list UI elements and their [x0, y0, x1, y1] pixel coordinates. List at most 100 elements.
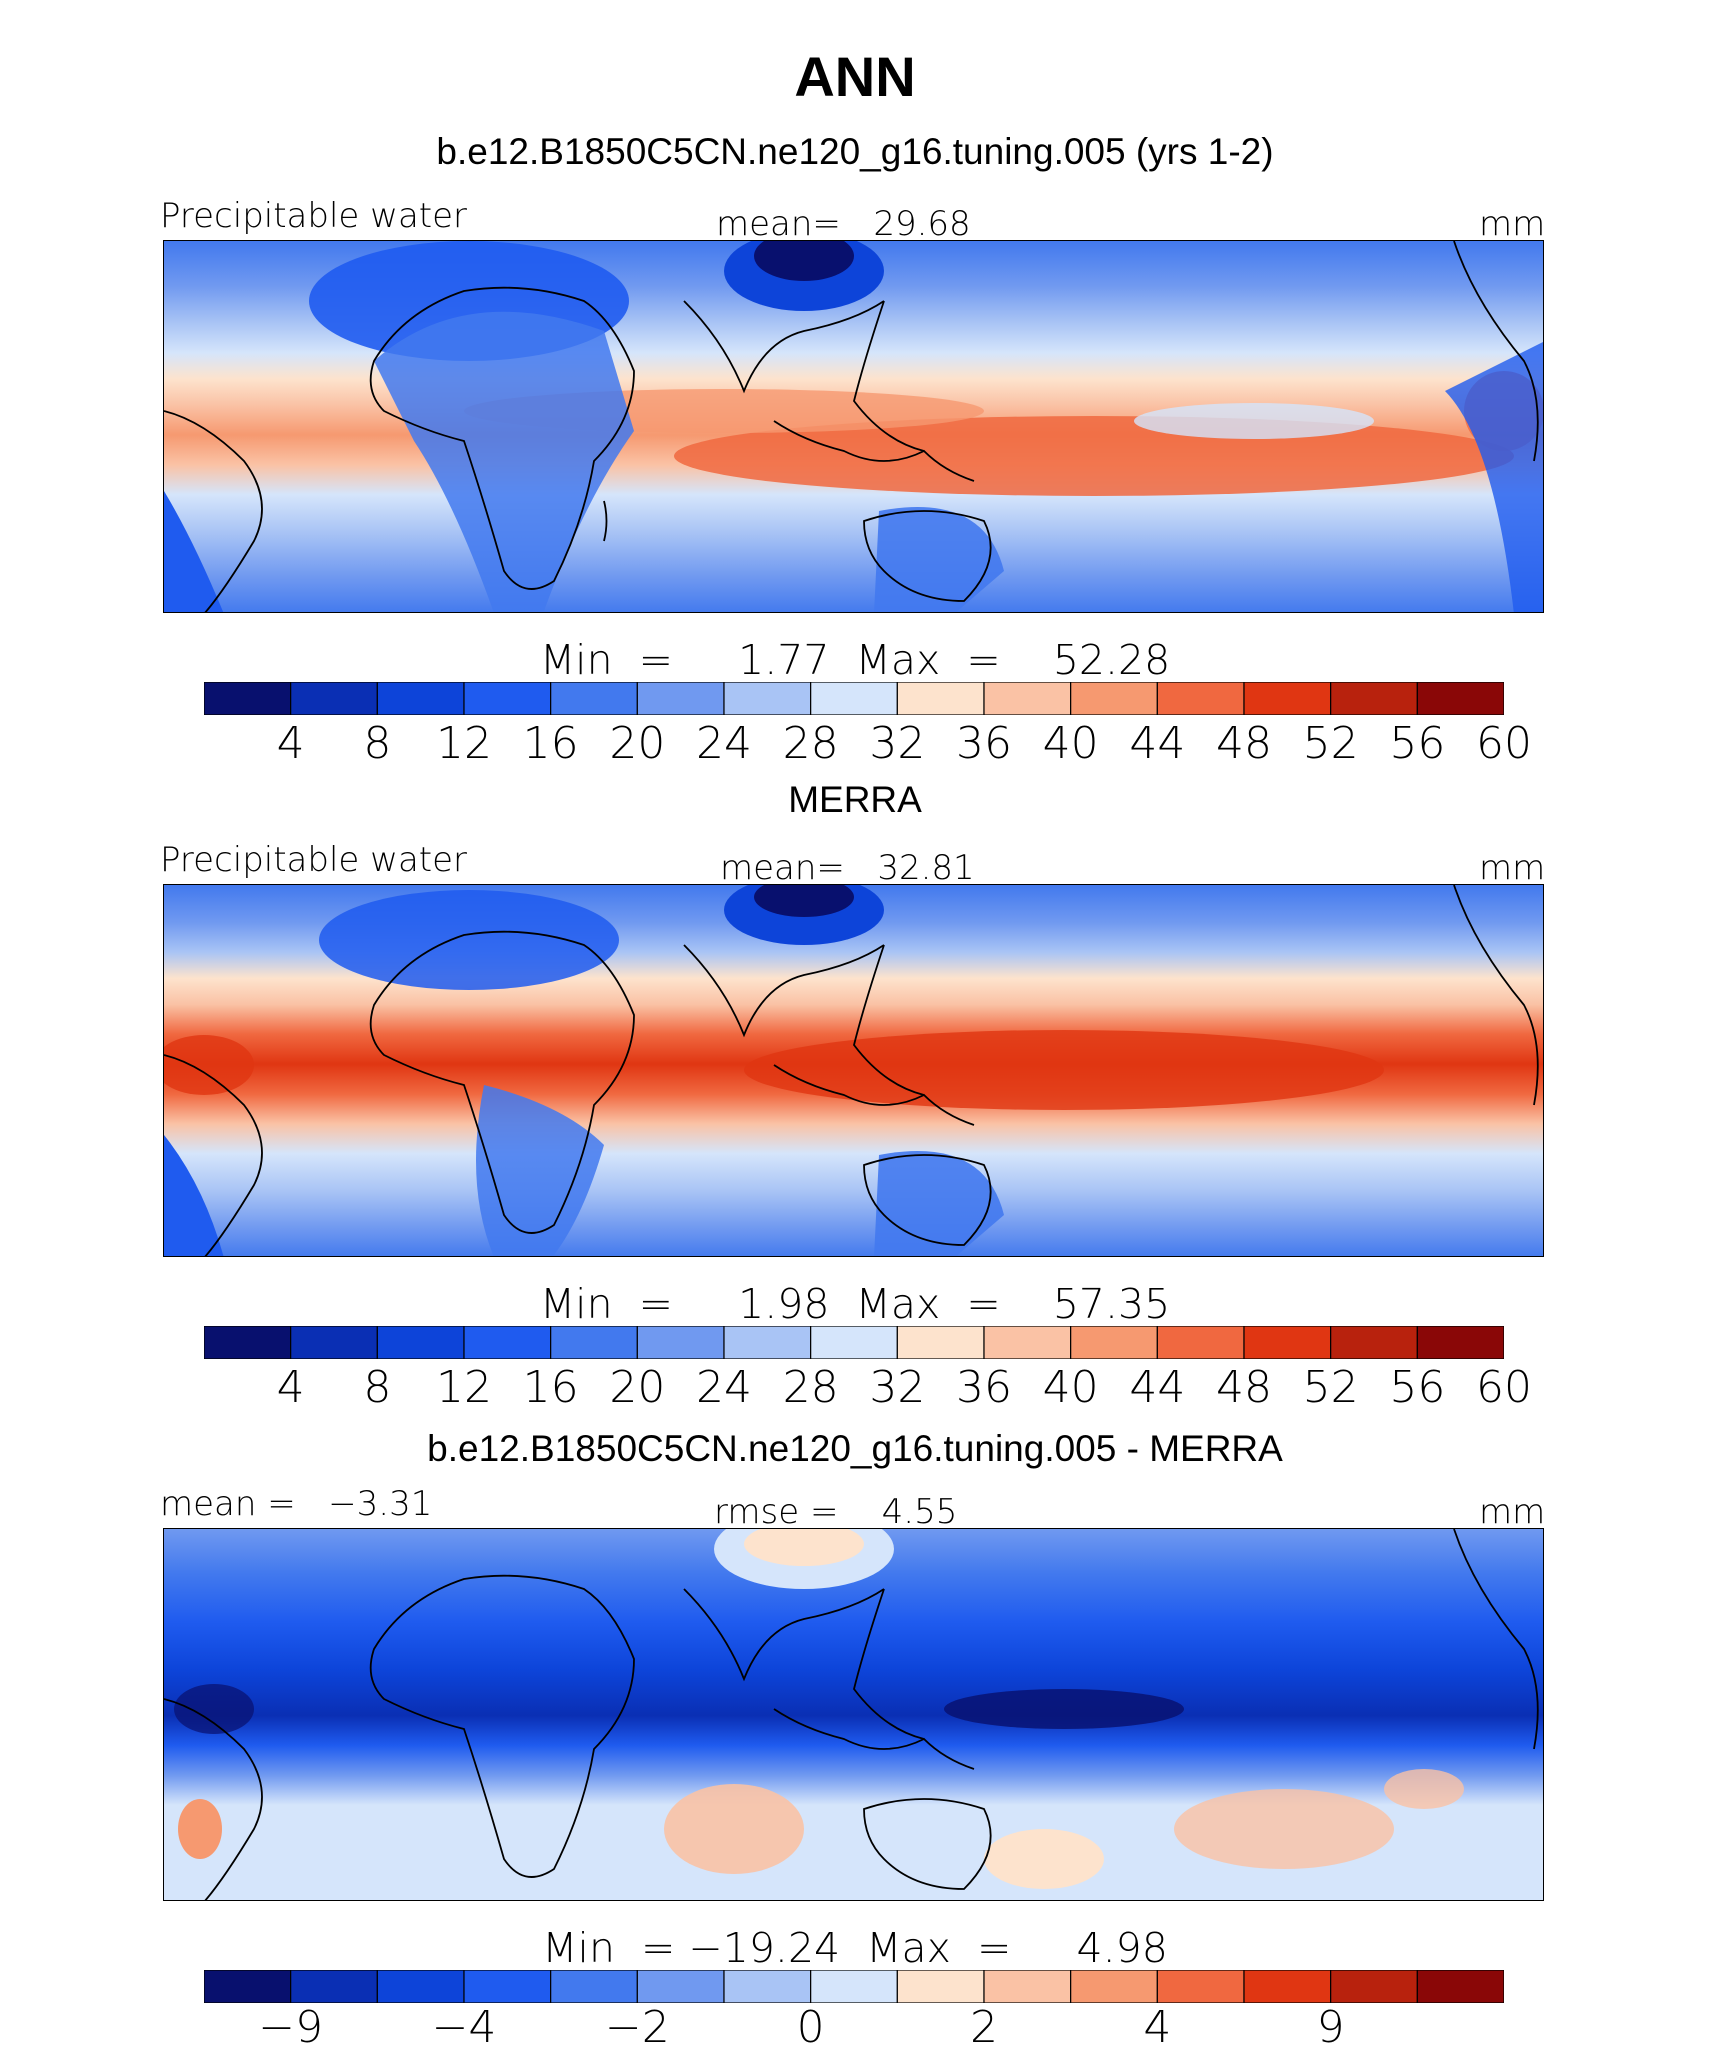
colorbar-tick-label: 44 [1129, 1362, 1186, 1413]
colorbar-tick-label: 4 [1143, 2002, 1172, 2053]
precipitable-water-map [163, 884, 1544, 1257]
colorbar-tick-label: 8 [363, 718, 392, 769]
units-label: mm [1479, 848, 1546, 888]
colorbar-swatch [983, 682, 1072, 715]
colorbar-tick-label: 9 [1316, 2002, 1345, 2053]
colorbar-tick-label: 36 [956, 1362, 1012, 1413]
variable-label: Precipitable water [160, 196, 468, 236]
colorbar-tick-label: 16 [522, 718, 579, 769]
colorbar-swatch [983, 1970, 1072, 2003]
colorbar-tick-label: 4 [276, 1362, 305, 1413]
colorbar-swatch [1156, 1970, 1245, 2003]
panel-subtitle: b.e12.B1850C5CN.ne120_g16.tuning.005 (yr… [436, 131, 1274, 172]
colorbar-tick-label: 20 [609, 718, 666, 769]
colorbar [204, 682, 1504, 715]
colorbar-swatch [810, 1326, 898, 1359]
mean-label: mean = −3.31 [160, 1484, 433, 1524]
colorbar-swatch [1070, 682, 1158, 715]
colorbar-tick-label: 52 [1302, 1362, 1359, 1413]
colorbar-swatch [896, 1970, 985, 2003]
colorbar-tick-label: 16 [522, 1362, 579, 1413]
colorbar-tick-label: 32 [869, 1362, 926, 1413]
colorbar-swatch [1156, 1326, 1245, 1359]
colorbar-tick-label: 24 [696, 718, 752, 769]
colorbar-swatch [550, 1326, 638, 1359]
difference-map [163, 1528, 1544, 1901]
colorbar-swatch [983, 1326, 1072, 1359]
colorbar-tick-label: 12 [436, 1362, 492, 1413]
colorbar-swatch [896, 1326, 985, 1359]
colorbar-swatch [636, 682, 725, 715]
colorbar-tick-label: 52 [1302, 718, 1359, 769]
colorbar-tick-label: 32 [869, 718, 926, 769]
colorbar-tick-label: 12 [436, 718, 492, 769]
colorbar-swatch [1330, 682, 1418, 715]
colorbar-swatch [463, 1970, 552, 2003]
colorbar-tick-label: 56 [1389, 718, 1446, 769]
colorbar-swatch [1070, 1970, 1158, 2003]
colorbar-tick-label: 40 [1042, 718, 1099, 769]
colorbar-swatch [1070, 1326, 1158, 1359]
colorbar-swatch [723, 1970, 812, 2003]
colorbar-swatch [1330, 1326, 1418, 1359]
colorbar-swatch [463, 1326, 552, 1359]
colorbar-swatch [376, 682, 465, 715]
colorbar-tick-label: 36 [956, 718, 1012, 769]
colorbar-swatch [290, 682, 378, 715]
colorbar-tick-label: 4 [276, 718, 305, 769]
colorbar-tick-label: 24 [696, 1362, 752, 1413]
colorbar-tick-label: −2 [604, 2002, 670, 2053]
colorbar-swatch [1156, 682, 1245, 715]
min-max-label: Min = 1.77 Max = 52.28 [539, 636, 1171, 684]
colorbar-tick-label: −4 [431, 2002, 497, 2053]
mean-label: mean= 29.68 [716, 204, 971, 244]
colorbar-tick-label: −9 [258, 2002, 324, 2053]
colorbar-swatch [723, 682, 812, 715]
colorbar-tick-label: 8 [363, 1362, 392, 1413]
colorbar-swatch [1243, 1970, 1332, 2003]
colorbar-swatch [810, 1970, 898, 2003]
colorbar-swatch [1243, 682, 1332, 715]
colorbar-swatch [1416, 1326, 1504, 1359]
panel-subtitle: MERRA [788, 779, 922, 820]
colorbar-swatch [290, 1970, 378, 2003]
colorbar-swatch [290, 1326, 378, 1359]
colorbar-swatch [1416, 1970, 1504, 2003]
units-label: mm [1479, 204, 1546, 244]
precipitable-water-map [163, 240, 1544, 613]
colorbar-swatch [204, 1970, 292, 2003]
colorbar-tick-label: 0 [796, 2002, 825, 2053]
colorbar [204, 1326, 1504, 1359]
colorbar-swatch [204, 682, 292, 715]
units-label: mm [1479, 1492, 1546, 1532]
colorbar-swatch [1243, 1326, 1332, 1359]
colorbar-tick-label: 28 [782, 1362, 839, 1413]
colorbar-swatch [896, 682, 985, 715]
colorbar-tick-label: 44 [1129, 718, 1186, 769]
colorbar-tick-label: 48 [1216, 718, 1272, 769]
colorbar-tick-label: 40 [1042, 1362, 1099, 1413]
mean-label: mean= 32.81 [720, 848, 975, 888]
colorbar-swatch [204, 1326, 292, 1359]
colorbar-tick-label: 60 [1476, 1362, 1532, 1413]
panel-subtitle: b.e12.B1850C5CN.ne120_g16.tuning.005 - M… [427, 1428, 1283, 1469]
colorbar-tick-label: 56 [1389, 1362, 1446, 1413]
colorbar-swatch [1330, 1970, 1418, 2003]
min-max-label: Min = 1.98 Max = 57.35 [539, 1280, 1171, 1328]
colorbar-swatch [463, 682, 552, 715]
colorbar-swatch [810, 682, 898, 715]
colorbar-swatch [376, 1326, 465, 1359]
colorbar-tick-label: 48 [1216, 1362, 1272, 1413]
colorbar-swatch [1416, 682, 1504, 715]
figure-title: ANN [794, 45, 916, 108]
colorbar-swatch [723, 1326, 812, 1359]
colorbar-swatch [636, 1970, 725, 2003]
colorbar-tick-label: 60 [1476, 718, 1532, 769]
colorbar-swatch [376, 1970, 465, 2003]
colorbar-swatch [550, 1970, 638, 2003]
colorbar-swatch [636, 1326, 725, 1359]
variable-label: Precipitable water [160, 840, 468, 880]
colorbar-tick-label: 20 [609, 1362, 666, 1413]
colorbar-tick-label: 2 [970, 2002, 998, 2053]
rmse-label: rmse = 4.55 [714, 1492, 958, 1532]
